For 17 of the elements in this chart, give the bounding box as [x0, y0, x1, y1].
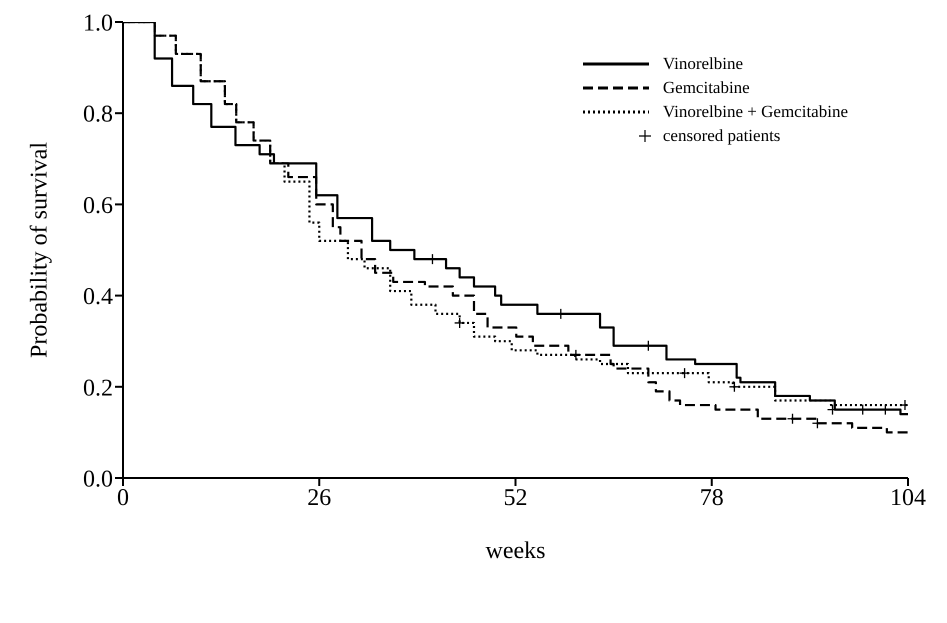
y-tick-label: 0.4	[83, 284, 113, 310]
x-tick-label: 26	[307, 485, 332, 512]
legend-label: Vinorelbine	[662, 54, 744, 74]
y-tick-label: 0.2	[83, 375, 113, 402]
x-axis-title: weeks	[486, 538, 546, 564]
y-tick-label: 0.6	[83, 192, 113, 219]
x-tick-label: 0	[117, 485, 129, 512]
legend-label: Gemcitabine	[662, 78, 750, 98]
legend-label: Vinorelbine + Gemcitabine	[662, 102, 848, 122]
y-tick-label: 0.0	[83, 466, 113, 493]
x-tick-label: 78	[700, 485, 724, 512]
x-tick-label: 52	[504, 485, 528, 512]
legend-label: censored patients	[662, 126, 780, 146]
y-tick-label: 0.8	[83, 102, 113, 128]
x-tick-label: 104	[890, 485, 926, 512]
y-axis-title: Probability of survival	[26, 142, 53, 358]
y-tick-label: 1.0	[83, 10, 113, 37]
